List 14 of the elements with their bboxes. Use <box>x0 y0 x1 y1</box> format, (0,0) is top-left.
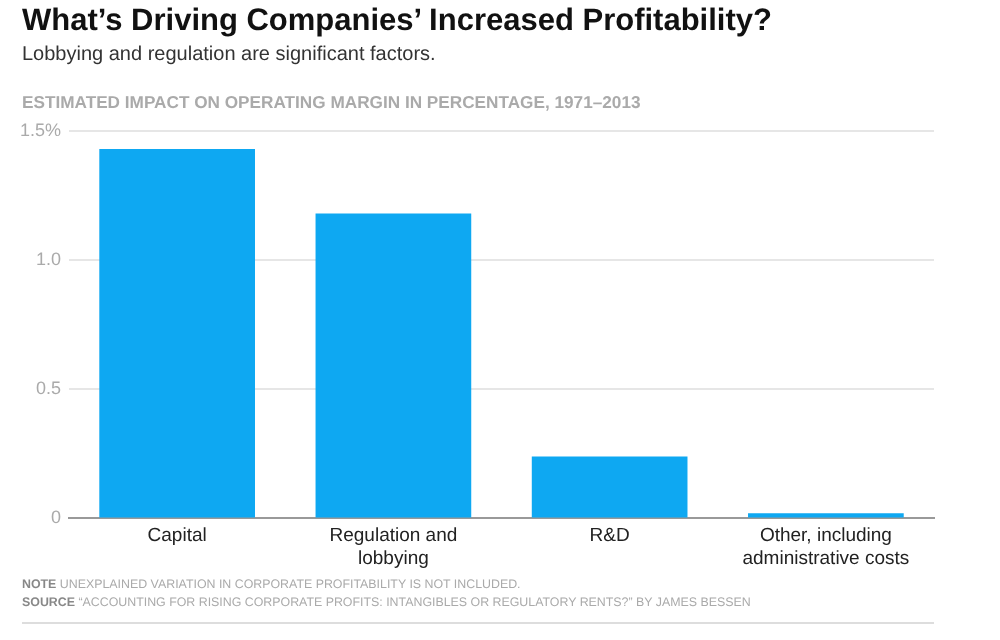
x-tick-label: Capital <box>147 525 207 548</box>
y-tick-label: 1.5% <box>20 119 62 140</box>
chart-title: What’s Driving Companies’ Increased Profitability? <box>22 4 772 40</box>
bar <box>99 148 255 518</box>
bar <box>531 456 688 518</box>
x-tick-label: R&D <box>589 525 630 548</box>
bar <box>315 213 472 518</box>
y-axis-title: ESTIMATED IMPACT ON OPERATING MARGIN IN PERCENTAGE, 1971–2013 <box>22 92 641 112</box>
y-tick-label: 1.0 <box>36 248 62 269</box>
y-tick-label: 0.5 <box>36 378 62 399</box>
x-tick-label: Regulation and lobbying <box>329 525 458 570</box>
y-tick-label: 0 <box>51 507 62 528</box>
chart-subtitle: Lobbying and regulation are significant factors. <box>22 44 436 66</box>
x-tick-label: Other, including administrative costs <box>742 525 910 570</box>
